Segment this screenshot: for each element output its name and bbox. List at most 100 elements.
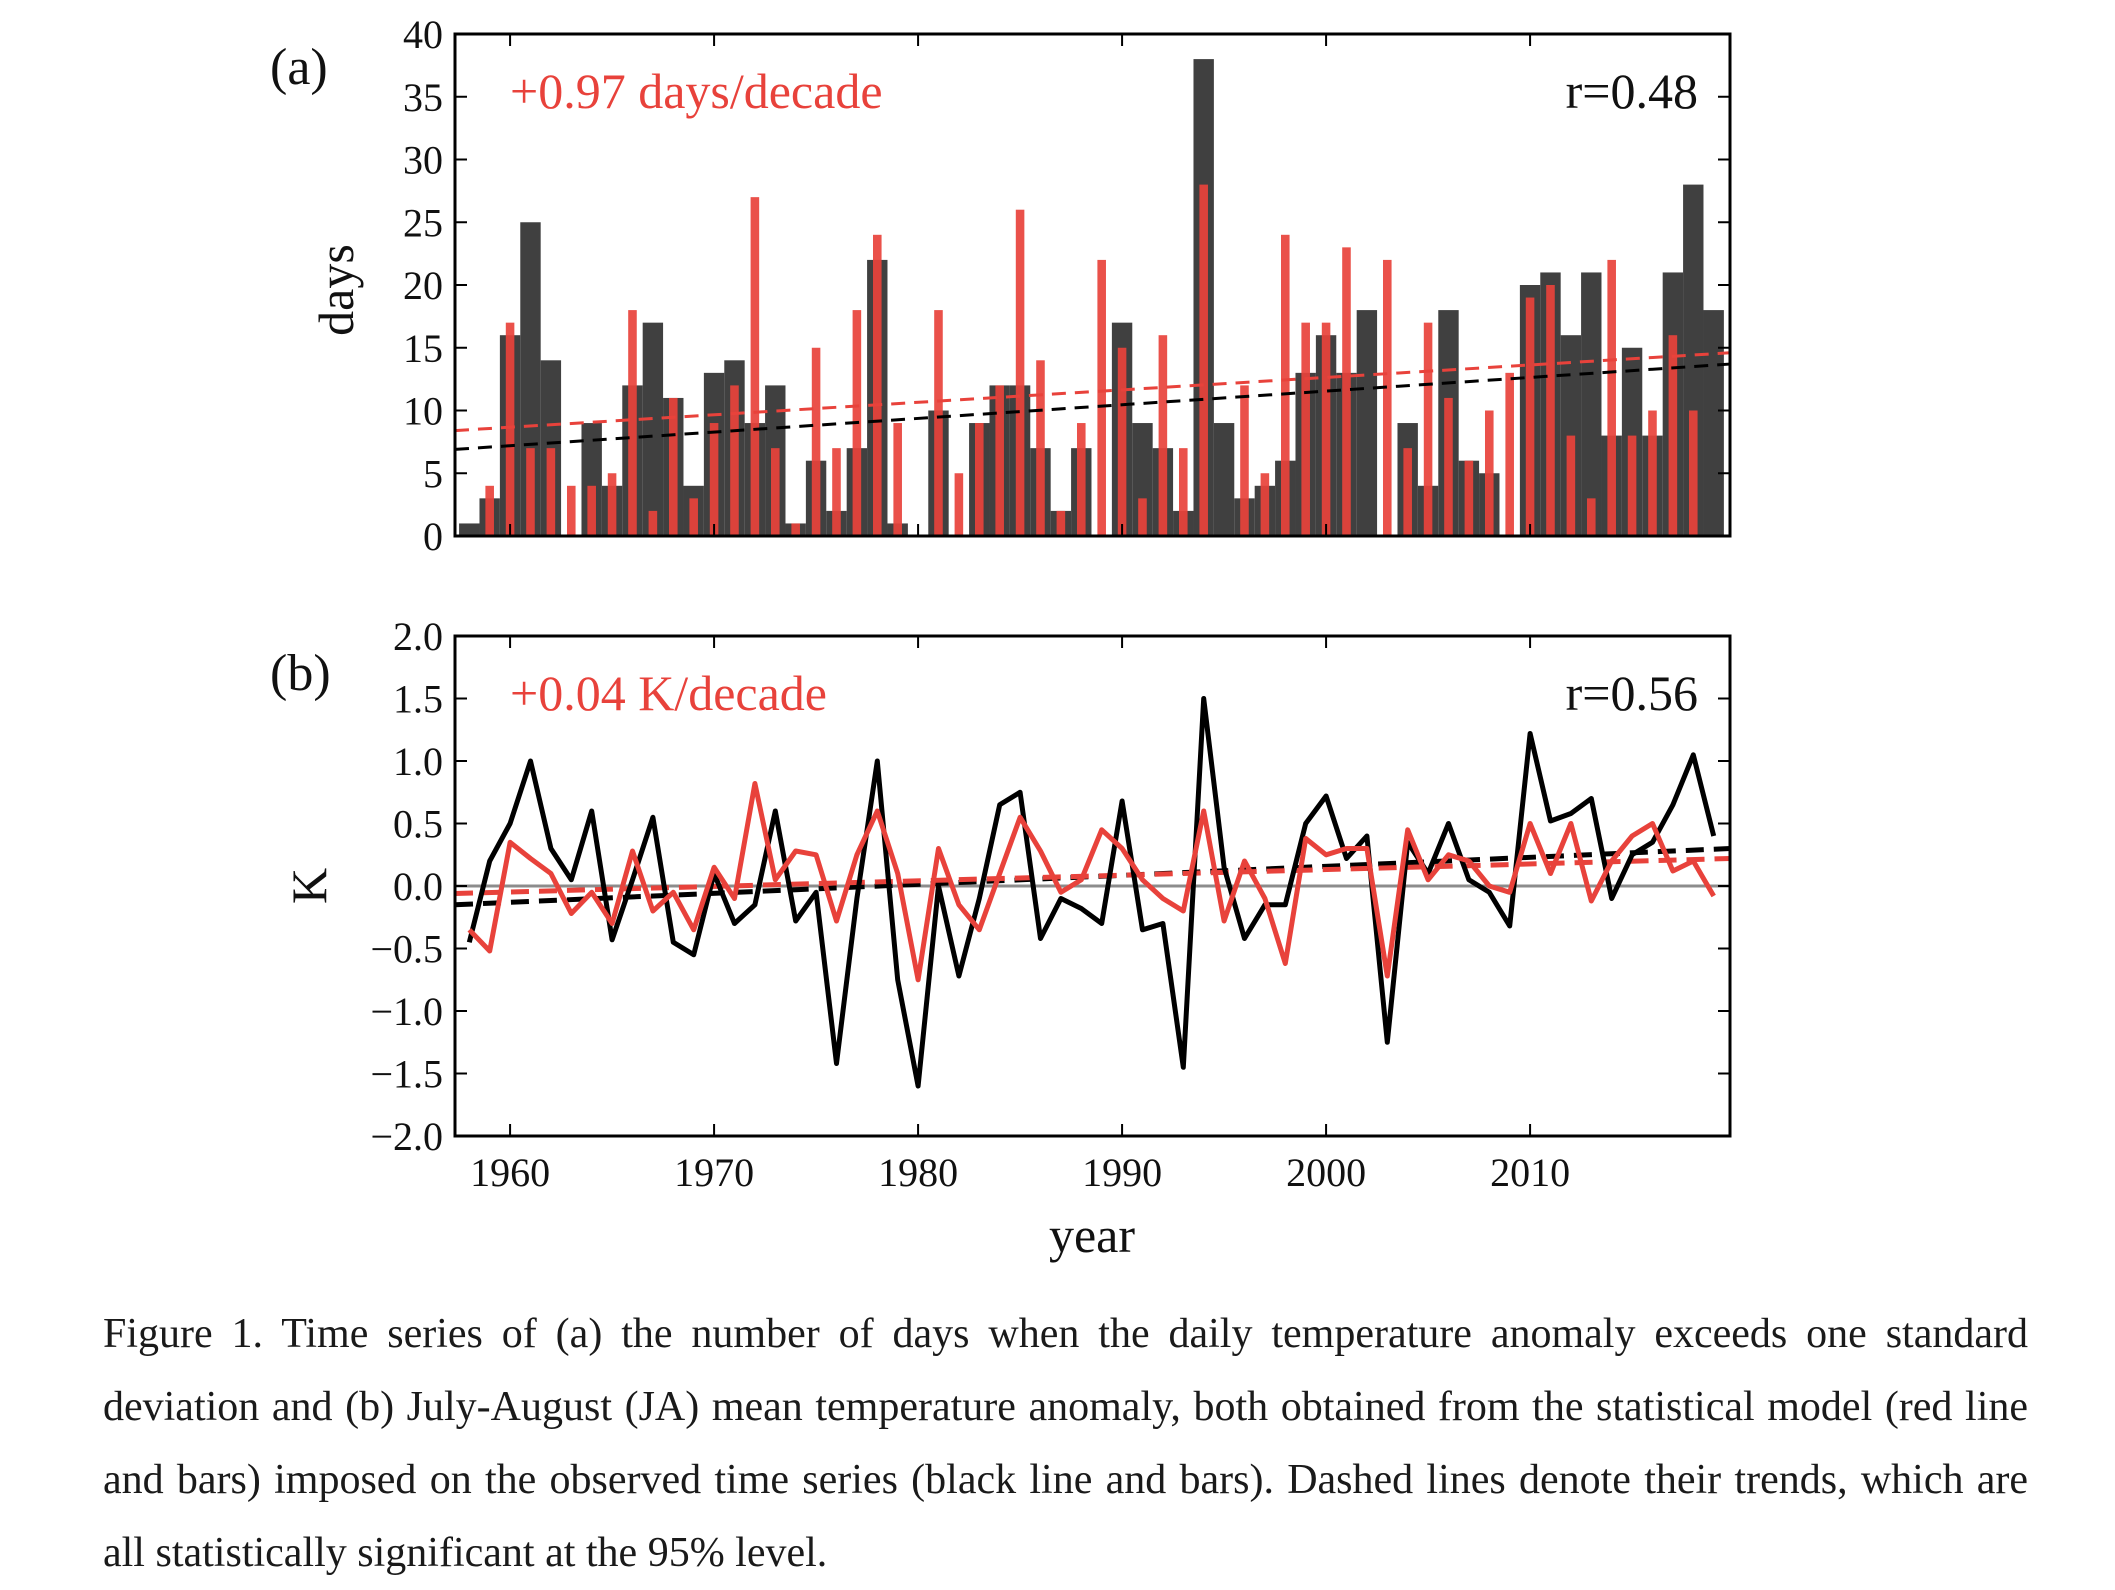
model-bar (954, 473, 964, 536)
model-bar (1382, 259, 1392, 536)
y-tick-label: 2.0 (393, 614, 443, 659)
y-tick-label: 1.0 (393, 739, 443, 784)
panel-a-label: (a) (270, 39, 328, 96)
y-tick-label: 1.5 (393, 677, 443, 722)
panel-b: (b) +0.04 K/decade r=0.56 K −2.0 −1.5 −1.0… (270, 614, 1732, 1263)
model-bar (811, 347, 821, 536)
model-bar (1301, 322, 1310, 536)
x-tick-label: 1990 (1082, 1150, 1162, 1195)
model-bar (1607, 259, 1616, 536)
observed-bar (1132, 423, 1153, 536)
panel-a-ylabel: days (308, 244, 364, 336)
panel-b-xticks: 1960 1970 1980 1990 2000 2010 (470, 636, 1570, 1195)
observed-bar (581, 423, 602, 536)
model-bar (668, 397, 678, 536)
panel-a-trends (454, 351, 1731, 451)
y-tick-label: 35 (403, 75, 443, 120)
model-bar (730, 385, 739, 536)
observed-bar (1213, 423, 1235, 536)
model-line (467, 781, 1716, 983)
y-tick-label: 10 (403, 389, 443, 434)
y-tick-label: 0.0 (393, 864, 443, 909)
model-bar (832, 448, 841, 536)
model-bar (1586, 498, 1596, 536)
trend-line (454, 351, 1731, 433)
observed-bar (1683, 184, 1704, 536)
model-bar (1260, 473, 1270, 536)
model-bar (974, 423, 984, 536)
model-bar (1076, 423, 1086, 536)
model-bar (1342, 247, 1351, 536)
model-bar (750, 197, 760, 536)
model-bar (791, 523, 800, 536)
model-bar (628, 310, 637, 536)
model-bar (1178, 448, 1188, 536)
model-bar (934, 310, 943, 536)
model-bar (1566, 435, 1576, 536)
panel-a-frame (453, 32, 1732, 538)
model-bar (648, 510, 658, 536)
y-tick-label: 0 (423, 514, 443, 559)
model-bar (587, 485, 596, 536)
panel-b-trend-text: +0.04 K/decade (510, 665, 827, 721)
observed-bar (459, 523, 480, 536)
y-tick-label: 5 (423, 451, 443, 496)
observed-bar (520, 222, 541, 536)
model-bar (1403, 448, 1412, 536)
model-bar (1505, 372, 1514, 536)
panel-b-lines (466, 696, 1717, 1089)
figure: (a) +0.97 days/decade r=0.48 days 0 5 10 15… (270, 12, 1732, 1263)
y-tick-label: −2.0 (370, 1114, 443, 1159)
model-bar (566, 485, 576, 536)
model-bar (689, 498, 698, 536)
y-tick-label: −1.5 (370, 1052, 443, 1097)
x-tick-label: 1970 (674, 1150, 754, 1195)
observed-bar (1703, 310, 1724, 536)
model-bar (1648, 410, 1657, 536)
panel-b-xlabel: year (1049, 1207, 1135, 1263)
panel-a-xticks (509, 34, 1532, 536)
y-tick-label: 25 (403, 200, 443, 245)
observed-line (466, 696, 1717, 1089)
observed-bar (642, 322, 664, 536)
model-bar (1321, 322, 1331, 536)
model-bar (1280, 234, 1290, 537)
model-bar (1138, 498, 1147, 536)
model-bar (1525, 297, 1535, 536)
y-tick-label: 0.5 (393, 802, 443, 847)
model-bar (1546, 285, 1555, 536)
panel-a: (a) +0.97 days/decade r=0.48 days 0 5 10 15… (270, 12, 1732, 559)
y-tick-label: 40 (403, 12, 443, 57)
model-bar (1056, 510, 1066, 536)
model-bar (893, 423, 902, 536)
x-tick-label: 1960 (470, 1150, 550, 1195)
y-tick-label: 20 (403, 263, 443, 308)
model-bar (995, 385, 1004, 536)
model-bar (709, 423, 719, 536)
panel-b-ylabel: K (281, 868, 337, 904)
model-bar (1444, 397, 1453, 536)
model-bar (1097, 259, 1106, 536)
model-bar (607, 473, 617, 536)
figure-caption: Figure 1. Time series of (a) the number … (103, 1311, 2028, 1576)
panel-a-r-text: r=0.48 (1566, 63, 1698, 119)
model-bar (485, 485, 494, 536)
model-bar (505, 322, 515, 536)
observed-bar (1581, 272, 1602, 536)
model-bar (1240, 385, 1249, 536)
observed-bar (1356, 310, 1378, 536)
model-bar (1036, 360, 1045, 536)
model-bar (1423, 322, 1433, 536)
x-tick-label: 2010 (1490, 1150, 1570, 1195)
model-bar (546, 448, 556, 536)
panel-a-trend-text: +0.97 days/decade (510, 63, 883, 119)
model-bar (1117, 347, 1127, 536)
panel-b-yticks: −2.0 −1.5 −1.0 −0.5 0.0 0.5 1.0 1.5 2.0 (370, 614, 1730, 1159)
y-tick-label: −1.0 (370, 989, 443, 1034)
x-tick-label: 2000 (1286, 1150, 1366, 1195)
model-bar (1627, 435, 1637, 536)
model-bar (1015, 209, 1025, 536)
model-bar (1688, 410, 1698, 536)
model-bar (1158, 335, 1168, 536)
model-bar (1464, 460, 1474, 536)
